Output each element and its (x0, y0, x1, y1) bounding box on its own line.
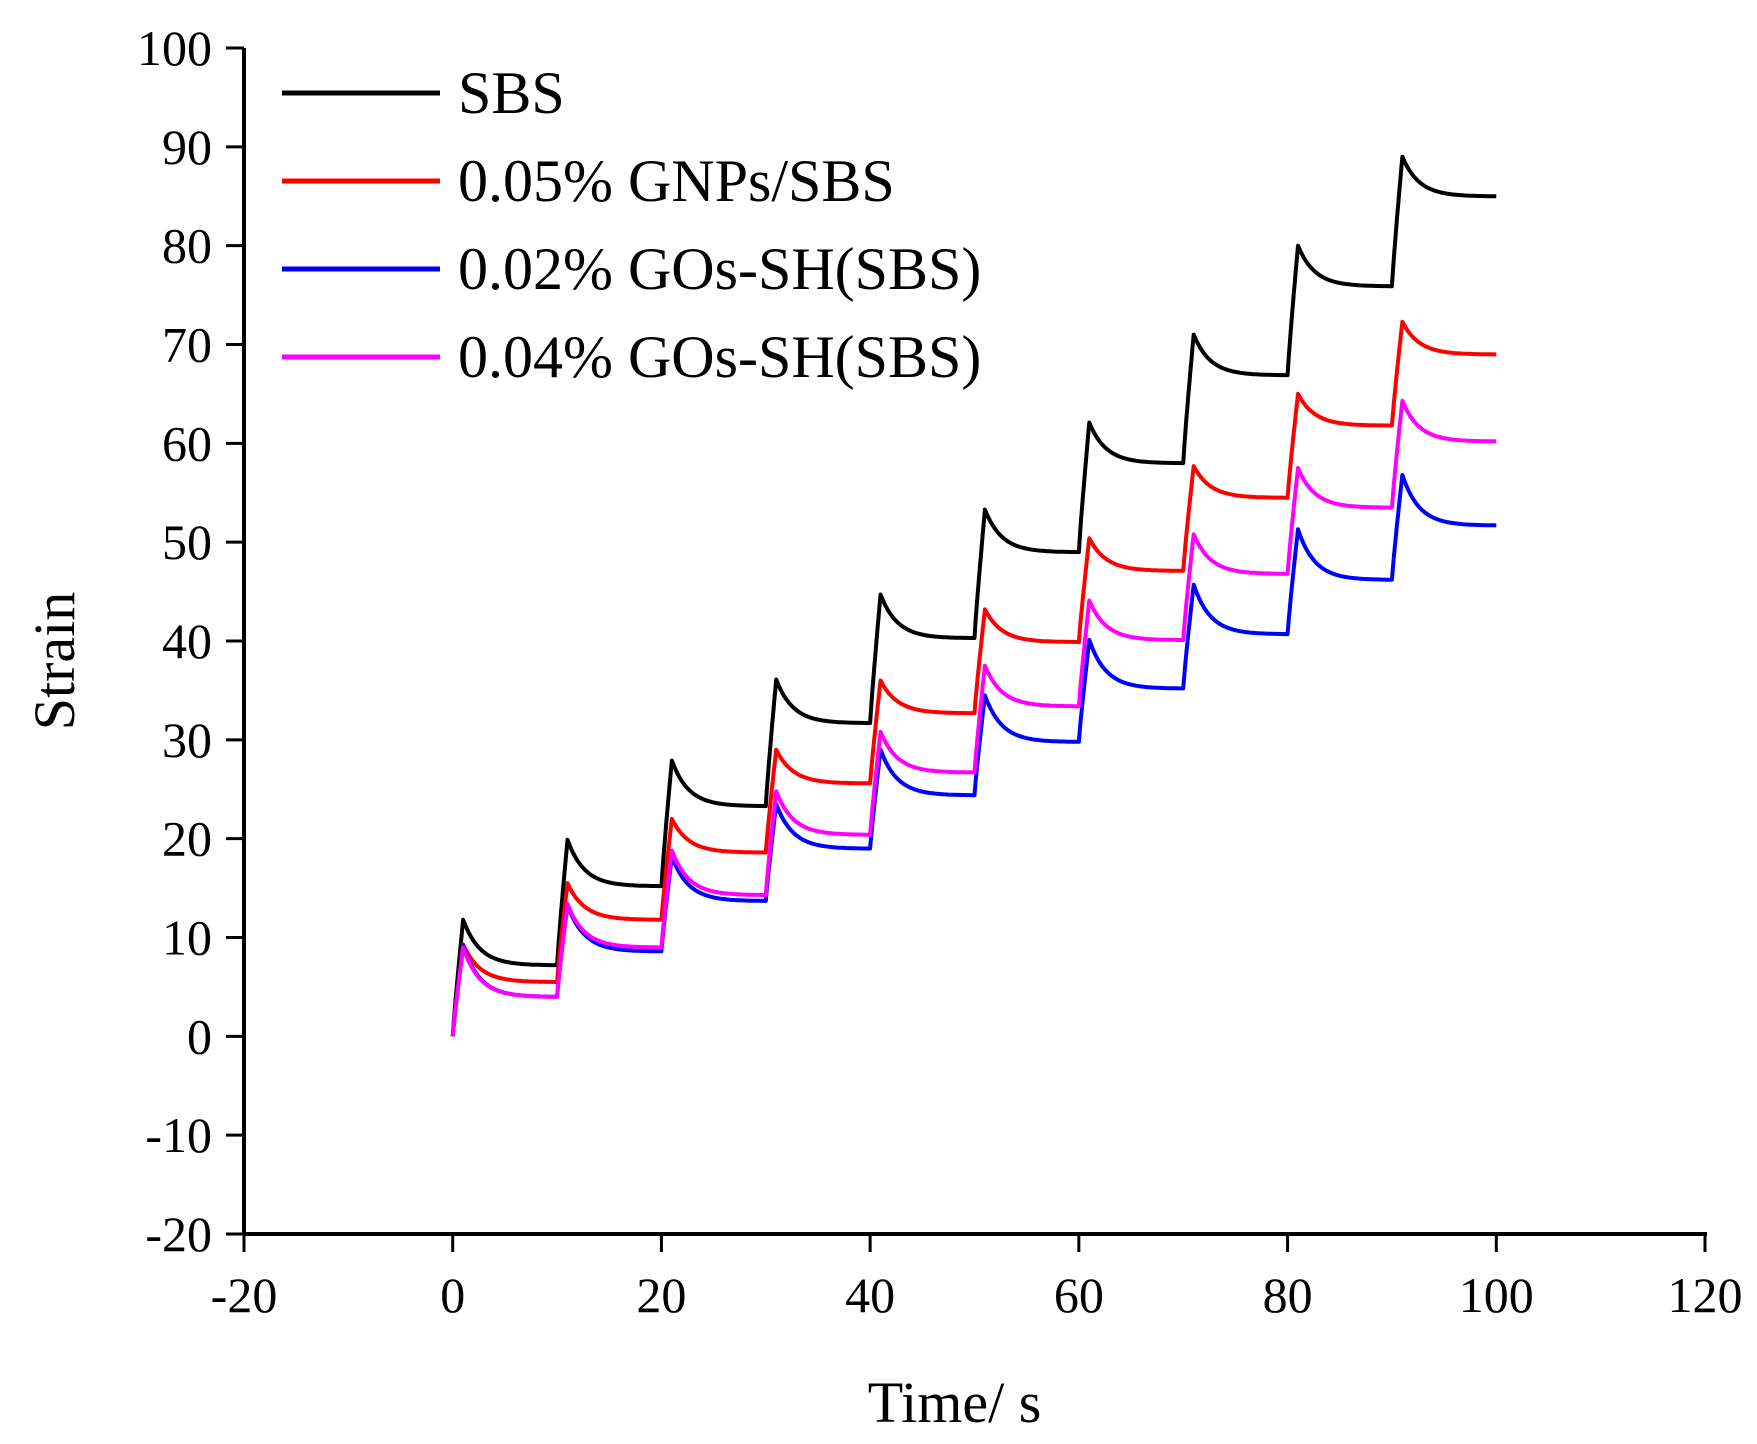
y-tick-label: 40 (162, 613, 212, 669)
series-line-2 (450, 473, 1497, 1037)
y-tick-label: 50 (162, 514, 212, 570)
y-tick-label: 90 (162, 119, 212, 175)
legend-label-1: 0.05% GNPs/SBS (458, 148, 895, 214)
y-tick-label: 30 (162, 712, 212, 768)
x-tick-label: 20 (636, 1267, 686, 1323)
x-tick-label: 80 (1263, 1267, 1313, 1323)
y-tick-label: 20 (162, 811, 212, 867)
ticks: -20 0 20 40 60 80 100 120 -20 -10 0 10 20 30 40 50 60 70 8… (137, 20, 1743, 1323)
y-axis-title: Strain (22, 592, 87, 731)
x-tick-label: -20 (211, 1267, 278, 1323)
legend: SBS 0.05% GNPs/SBS 0.02% GOs-SH(SBS) 0.04% … (282, 60, 981, 390)
legend-label-3: 0.04% GOs-SH(SBS) (458, 324, 981, 390)
series-line-1 (450, 319, 1497, 1037)
y-tick-label: 0 (187, 1008, 212, 1064)
legend-label-2: 0.02% GOs-SH(SBS) (458, 236, 981, 302)
x-tick-label: 100 (1459, 1267, 1534, 1323)
y-tick-label: -10 (145, 1107, 212, 1163)
y-tick-label: -20 (145, 1206, 212, 1262)
series-line-0 (450, 154, 1497, 1037)
y-tick-label: 10 (162, 910, 212, 966)
y-tick-label: 60 (162, 415, 212, 471)
x-tick-label: 120 (1668, 1267, 1743, 1323)
x-tick-label: 40 (845, 1267, 895, 1323)
y-tick-label: 100 (137, 20, 212, 76)
x-tick-label: 0 (440, 1267, 465, 1323)
x-axis-title: Time/ s (868, 1370, 1042, 1435)
series-layer (450, 154, 1497, 1037)
x-tick-label: 60 (1054, 1267, 1104, 1323)
y-tick-label: 80 (162, 218, 212, 274)
legend-label-0: SBS (458, 60, 565, 126)
y-tick-label: 70 (162, 317, 212, 373)
series-line-3 (450, 398, 1497, 1037)
